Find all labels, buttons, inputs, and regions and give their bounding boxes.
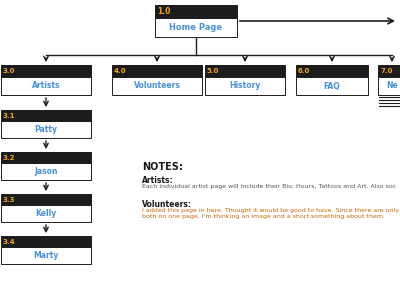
Text: Artists: Artists [32,82,60,91]
Text: 6.0: 6.0 [298,68,310,74]
Bar [296,77,368,95]
Bar [1,236,91,247]
Bar [205,65,285,77]
Bar [155,5,237,18]
Text: Jason: Jason [34,167,58,176]
Text: Each individual artist page will include their Bio, Hours, Tattoos and Art. Also: Each individual artist page will include… [142,184,396,189]
Bar [1,194,91,205]
Bar [112,77,202,95]
Text: 3.3: 3.3 [3,196,16,202]
Bar [1,152,91,163]
Text: Patty: Patty [34,125,58,134]
Text: FAQ: FAQ [324,82,340,91]
Text: Volunteers: Volunteers [134,82,180,91]
Bar [1,163,91,180]
Bar [112,65,202,77]
Text: 3.0: 3.0 [3,68,16,74]
Bar [1,247,91,264]
Text: Marty: Marty [33,251,59,260]
Bar [1,205,91,222]
Bar [378,77,400,95]
Text: History: History [229,82,261,91]
Bar [1,77,91,95]
Bar [1,110,91,121]
Bar [155,18,237,37]
Bar [296,65,368,77]
Text: Artists:: Artists: [142,176,174,185]
Text: Home Page: Home Page [170,23,222,32]
Text: 7.0: 7.0 [380,68,392,74]
Text: 3.2: 3.2 [3,154,15,160]
Bar [1,121,91,138]
Text: Ne: Ne [386,82,398,91]
Bar [378,65,400,77]
Text: 1.0: 1.0 [157,7,170,16]
Bar [205,77,285,95]
Text: 3.4: 3.4 [3,238,16,244]
Bar [1,65,91,77]
Text: 4.0: 4.0 [114,68,127,74]
Text: 5.0: 5.0 [207,68,219,74]
Text: Kelly: Kelly [35,209,57,218]
Text: I added this page in here. Thought it would be good to have. Since there are onl: I added this page in here. Thought it wo… [142,208,399,219]
Text: NOTES:: NOTES: [142,162,183,172]
Text: 3.1: 3.1 [3,112,16,118]
Text: Volunteers:: Volunteers: [142,200,192,209]
